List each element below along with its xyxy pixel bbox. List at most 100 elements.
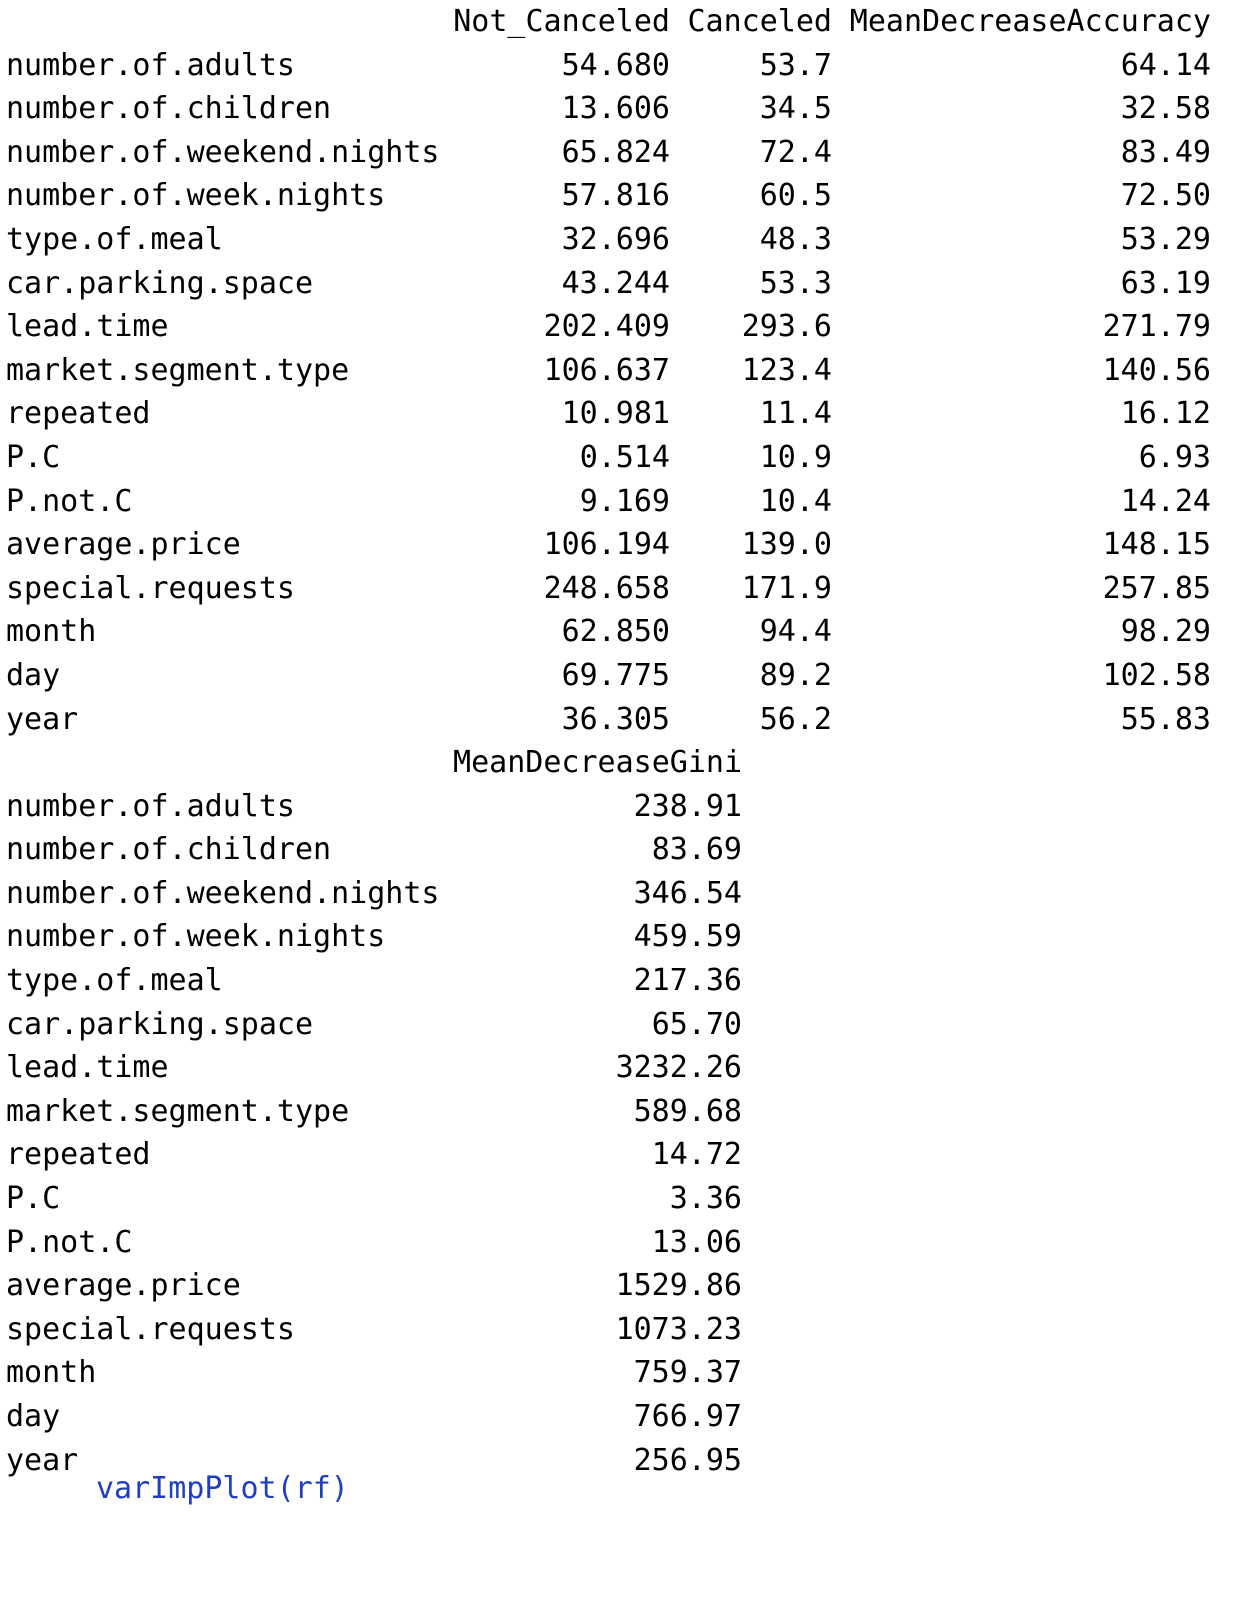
table-row: market.segment.type 106.637 123.4 140.56 — [6, 349, 1246, 393]
row-name: number.of.week.nights — [6, 178, 386, 214]
table-row: number.of.week.nights 459.59 — [6, 915, 1246, 959]
value-not-canceled: 43.244 — [561, 265, 670, 301]
value-mean-decrease-gini: 256.95 — [633, 1442, 742, 1478]
value-not-canceled: 248.658 — [543, 570, 670, 606]
value-canceled: 171.9 — [741, 570, 832, 606]
table-row: number.of.weekend.nights 346.54 — [6, 872, 1246, 916]
row-name: lead.time — [6, 309, 169, 345]
value-mean-decrease-gini: 217.36 — [633, 963, 742, 999]
row-name: day — [6, 657, 61, 693]
value-not-canceled: 13.606 — [561, 91, 670, 127]
row-name: repeated — [6, 1137, 151, 1173]
value-mean-decrease-gini: 3232.26 — [615, 1050, 742, 1086]
table-row: type.of.meal 32.696 48.3 53.29 — [6, 218, 1246, 262]
value-mean-decrease-accuracy: 83.49 — [1120, 134, 1211, 170]
table-row: number.of.adults 54.680 53.7 64.14 — [6, 44, 1246, 88]
value-mean-decrease-gini: 766.97 — [633, 1399, 742, 1434]
value-not-canceled: 54.680 — [561, 47, 670, 83]
value-mean-decrease-accuracy: 98.29 — [1120, 614, 1211, 650]
header-canceled: Canceled — [687, 4, 833, 39]
row-name: market.segment.type — [6, 1093, 350, 1129]
value-mean-decrease-accuracy: 16.12 — [1120, 396, 1211, 432]
value-mean-decrease-gini: 346.54 — [633, 875, 742, 911]
table-row: P.C 0.514 10.9 6.93 — [6, 436, 1246, 480]
block2-header-row: MeanDecreaseGini — [6, 741, 1246, 785]
row-name: month — [6, 614, 97, 650]
table-row: average.price 106.194 139.0 148.15 — [6, 523, 1246, 567]
row-name: number.of.weekend.nights — [6, 875, 440, 911]
value-not-canceled: 106.637 — [543, 352, 670, 388]
value-mean-decrease-accuracy: 140.56 — [1102, 352, 1211, 388]
row-name: year — [6, 701, 79, 737]
console-output: Not_Canceled Canceled MeanDecreaseAccura… — [6, 0, 1246, 1482]
row-name: car.parking.space — [6, 1006, 314, 1042]
table-row: car.parking.space 65.70 — [6, 1003, 1246, 1047]
table-row: year 36.305 56.2 55.83 — [6, 698, 1246, 742]
value-canceled: 34.5 — [759, 91, 832, 127]
value-mean-decrease-accuracy: 102.58 — [1102, 657, 1211, 693]
value-mean-decrease-gini: 14.72 — [651, 1137, 742, 1173]
table-row: day 69.775 89.2 102.58 — [6, 654, 1246, 698]
table-row: number.of.adults 238.91 — [6, 785, 1246, 829]
value-mean-decrease-accuracy: 55.83 — [1120, 701, 1211, 737]
value-canceled: 53.3 — [759, 265, 832, 301]
value-not-canceled: 32.696 — [561, 221, 670, 257]
row-name: car.parking.space — [6, 265, 314, 301]
value-mean-decrease-gini: 13.06 — [651, 1224, 742, 1260]
table-row: number.of.children 83.69 — [6, 828, 1246, 872]
value-not-canceled: 69.775 — [561, 657, 670, 693]
table-row: day 766.97 — [6, 1395, 1246, 1439]
table-row: special.requests 1073.23 — [6, 1308, 1246, 1352]
value-canceled: 53.7 — [759, 47, 832, 83]
value-not-canceled: 62.850 — [561, 614, 670, 650]
table-row: average.price 1529.86 — [6, 1264, 1246, 1308]
value-mean-decrease-accuracy: 32.58 — [1120, 91, 1211, 127]
row-name: day — [6, 1399, 61, 1434]
row-name: type.of.meal — [6, 221, 223, 257]
value-canceled: 48.3 — [759, 221, 832, 257]
table-row: P.not.C 9.169 10.4 14.24 — [6, 480, 1246, 524]
row-name: repeated — [6, 396, 151, 432]
value-not-canceled: 57.816 — [561, 178, 670, 214]
table-row: lead.time 202.409 293.6 271.79 — [6, 305, 1246, 349]
table-row: repeated 10.981 11.4 16.12 — [6, 392, 1246, 436]
value-not-canceled: 0.514 — [579, 439, 670, 475]
table-row: month 62.850 94.4 98.29 — [6, 610, 1246, 654]
table-row: year 256.95 — [6, 1439, 1246, 1483]
row-name: number.of.weekend.nights — [6, 134, 440, 170]
value-canceled: 293.6 — [741, 309, 832, 345]
row-name: P.not.C — [6, 483, 133, 519]
row-name: year — [6, 1442, 79, 1478]
value-not-canceled: 36.305 — [561, 701, 670, 737]
value-not-canceled: 9.169 — [579, 483, 670, 519]
value-mean-decrease-gini: 459.59 — [633, 919, 742, 955]
row-name: number.of.children — [6, 91, 332, 127]
table-row: special.requests 248.658 171.9 257.85 — [6, 567, 1246, 611]
table-row: P.not.C 13.06 — [6, 1221, 1246, 1265]
value-mean-decrease-gini: 589.68 — [633, 1093, 742, 1129]
table-row: month 759.37 — [6, 1351, 1246, 1395]
value-canceled: 94.4 — [759, 614, 832, 650]
table-row: type.of.meal 217.36 — [6, 959, 1246, 1003]
table-row: number.of.week.nights 57.816 60.5 72.50 — [6, 174, 1246, 218]
value-mean-decrease-accuracy: 53.29 — [1120, 221, 1211, 257]
table-row: number.of.children 13.606 34.5 32.58 — [6, 87, 1246, 131]
value-mean-decrease-accuracy: 6.93 — [1138, 439, 1211, 475]
value-mean-decrease-accuracy: 72.50 — [1120, 178, 1211, 214]
value-mean-decrease-accuracy: 14.24 — [1120, 483, 1211, 519]
header-mean-decrease-accuracy: MeanDecreaseAccuracy — [849, 4, 1211, 39]
row-name: month — [6, 1355, 97, 1391]
row-name: average.price — [6, 527, 241, 563]
row-name: market.segment.type — [6, 352, 350, 388]
table-row: car.parking.space 43.244 53.3 63.19 — [6, 262, 1246, 306]
header-mean-decrease-gini: MeanDecreaseGini — [453, 745, 742, 781]
value-mean-decrease-gini: 83.69 — [651, 832, 742, 868]
value-mean-decrease-gini: 759.37 — [633, 1355, 742, 1391]
table-row: repeated 14.72 — [6, 1133, 1246, 1177]
row-name: special.requests — [6, 570, 295, 606]
value-canceled: 60.5 — [759, 178, 832, 214]
row-name: number.of.children — [6, 832, 332, 868]
value-canceled: 11.4 — [759, 396, 832, 432]
value-mean-decrease-gini: 1529.86 — [615, 1268, 742, 1304]
row-name: special.requests — [6, 1311, 295, 1347]
